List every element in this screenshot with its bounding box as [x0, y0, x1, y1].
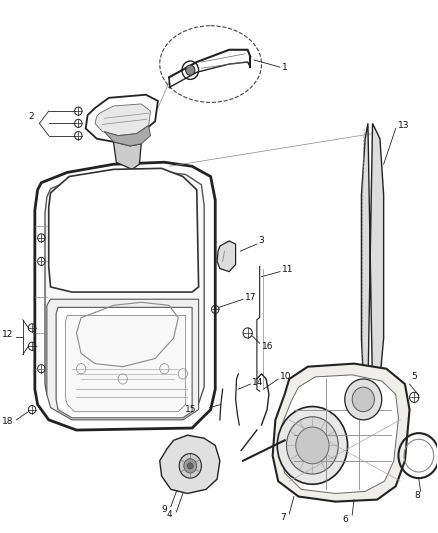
Text: 9: 9 — [162, 505, 167, 514]
Circle shape — [352, 387, 374, 411]
Text: 15: 15 — [185, 405, 197, 414]
Polygon shape — [280, 375, 399, 494]
Polygon shape — [113, 142, 141, 169]
Text: 12: 12 — [2, 330, 14, 340]
Text: 16: 16 — [261, 342, 273, 351]
Polygon shape — [35, 162, 215, 430]
Polygon shape — [65, 316, 186, 411]
Polygon shape — [56, 308, 192, 418]
Polygon shape — [86, 95, 158, 142]
Text: 8: 8 — [414, 491, 420, 500]
Text: 17: 17 — [245, 293, 256, 302]
Text: 18: 18 — [2, 417, 14, 426]
Polygon shape — [272, 364, 410, 502]
Polygon shape — [47, 299, 198, 420]
Circle shape — [184, 459, 197, 473]
Circle shape — [187, 463, 193, 469]
Text: 13: 13 — [398, 121, 409, 130]
Circle shape — [345, 379, 382, 420]
Text: 14: 14 — [252, 377, 264, 386]
Text: 1: 1 — [282, 63, 288, 71]
Text: 6: 6 — [342, 514, 348, 523]
Text: 10: 10 — [280, 373, 292, 382]
Text: 7: 7 — [280, 513, 286, 522]
Circle shape — [186, 65, 195, 75]
Polygon shape — [45, 172, 204, 418]
Circle shape — [277, 407, 348, 484]
Circle shape — [296, 427, 329, 464]
Text: 3: 3 — [259, 237, 265, 245]
Polygon shape — [217, 241, 236, 272]
Polygon shape — [361, 123, 384, 389]
Polygon shape — [95, 104, 151, 135]
Text: 11: 11 — [282, 265, 293, 274]
Circle shape — [286, 417, 338, 474]
Polygon shape — [49, 168, 198, 292]
Text: 2: 2 — [28, 112, 34, 120]
Text: 4: 4 — [166, 511, 172, 520]
Text: 5: 5 — [411, 373, 417, 382]
Polygon shape — [104, 125, 151, 146]
Polygon shape — [160, 435, 220, 494]
Circle shape — [179, 454, 201, 478]
